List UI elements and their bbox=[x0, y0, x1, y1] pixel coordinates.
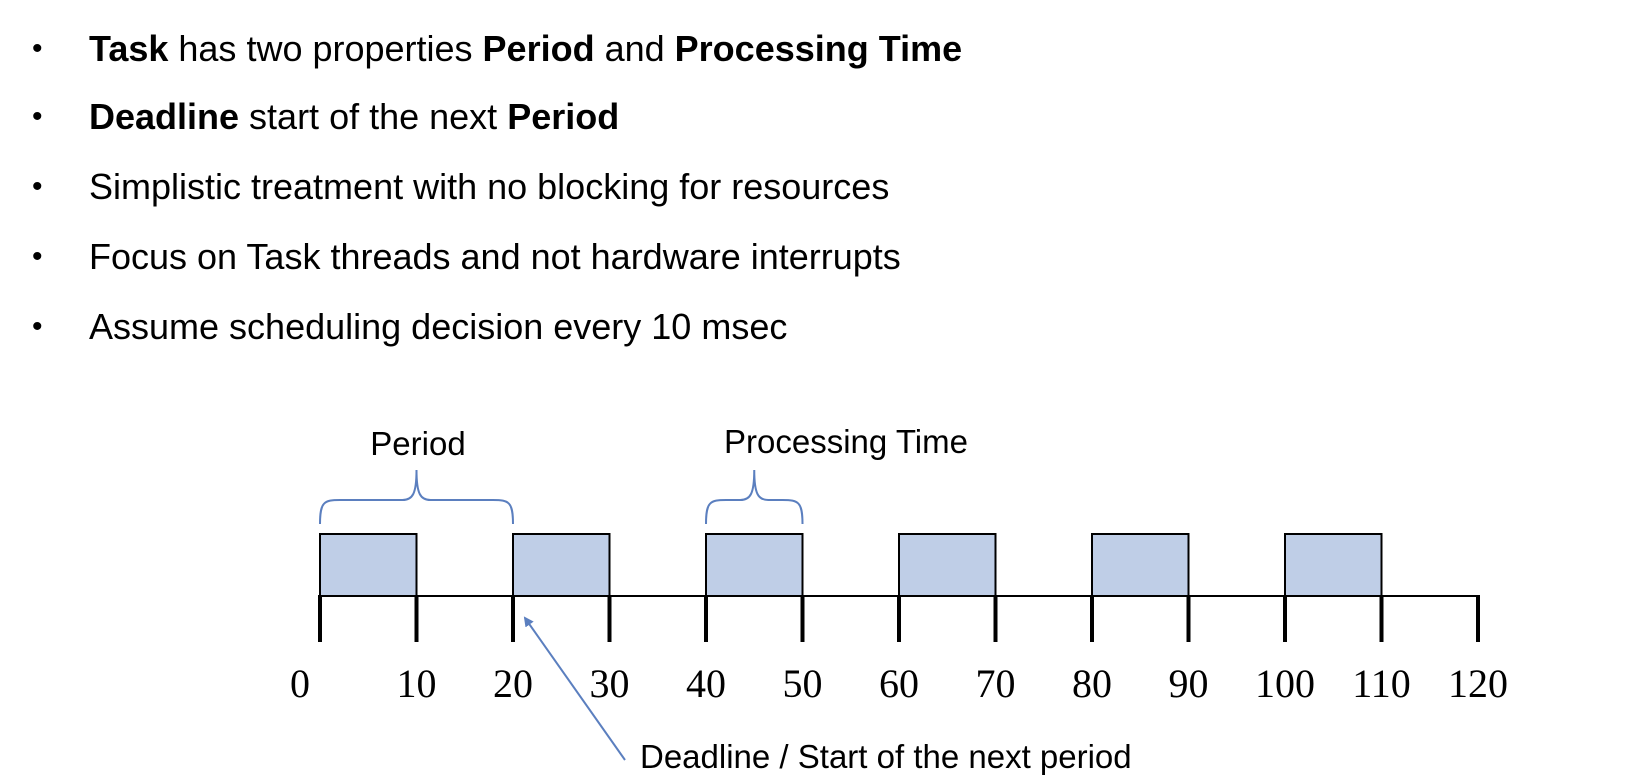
tick-label: 60 bbox=[879, 661, 919, 706]
time-axis bbox=[318, 595, 1480, 642]
task-block bbox=[705, 533, 804, 597]
tick-label: 40 bbox=[686, 661, 726, 706]
bullet-bold-segment: Processing Time bbox=[674, 28, 963, 69]
tick-label: 20 bbox=[493, 661, 533, 706]
bullet-bold-segment: Period bbox=[482, 28, 595, 69]
tick-label: 100 bbox=[1255, 661, 1315, 706]
tick-label: 110 bbox=[1352, 661, 1411, 706]
task-block bbox=[898, 533, 997, 597]
bullet-bold-segment: Period bbox=[507, 96, 620, 137]
period-label: Period bbox=[370, 425, 465, 462]
bullet-segment: has two properties bbox=[168, 28, 483, 69]
bullet-text: Task has two properties Period and Proce… bbox=[89, 24, 962, 74]
bullet-segment: start of the next bbox=[239, 96, 508, 137]
processing-time-brace bbox=[705, 469, 804, 525]
task-blocks bbox=[319, 533, 1383, 597]
tick-label: 70 bbox=[976, 661, 1016, 706]
bullet-bold-segment: Task bbox=[89, 28, 169, 69]
bullet-segment: Simplistic treatment with no blocking fo… bbox=[89, 166, 890, 207]
bullet-segment: Assume scheduling decision every 10 msec bbox=[89, 306, 788, 347]
task-block bbox=[512, 533, 611, 597]
tick-label: 80 bbox=[1072, 661, 1112, 706]
task-block bbox=[1284, 533, 1383, 597]
deadline-arrow bbox=[523, 616, 626, 761]
bullet-segment: Focus on Task threads and not hardware i… bbox=[89, 236, 901, 277]
bullet-bold-segment: Deadline bbox=[89, 96, 240, 137]
tick-labels: 0 10 20 30 40 50 60 70 80 90 100 110 120 bbox=[290, 661, 1508, 706]
tick-label: 120 bbox=[1448, 661, 1508, 706]
period-brace bbox=[319, 469, 514, 525]
bullet-segment: and bbox=[594, 28, 675, 69]
tick-label: 50 bbox=[783, 661, 823, 706]
bullet-marker: • bbox=[32, 170, 43, 203]
bullet-text: Simplistic treatment with no blocking fo… bbox=[89, 162, 889, 212]
task-block bbox=[319, 533, 418, 597]
bullet-marker: • bbox=[32, 100, 43, 133]
deadline-label: Deadline / Start of the next period bbox=[640, 738, 1132, 775]
tick-label: 30 bbox=[590, 661, 630, 706]
bullet-text: Focus on Task threads and not hardware i… bbox=[89, 232, 901, 282]
task-block bbox=[1091, 533, 1190, 597]
processing-time-label: Processing Time bbox=[724, 423, 968, 460]
braces bbox=[319, 469, 804, 525]
tick-label: 10 bbox=[397, 661, 437, 706]
bullet-marker: • bbox=[32, 240, 43, 273]
bullet-marker: • bbox=[32, 310, 43, 343]
bullet-text: Deadline start of the next Period bbox=[89, 92, 619, 142]
tick-label: 0 bbox=[290, 661, 310, 706]
bullet-marker: • bbox=[32, 32, 43, 65]
bullet-text: Assume scheduling decision every 10 msec bbox=[89, 302, 787, 352]
tick-label: 90 bbox=[1169, 661, 1209, 706]
